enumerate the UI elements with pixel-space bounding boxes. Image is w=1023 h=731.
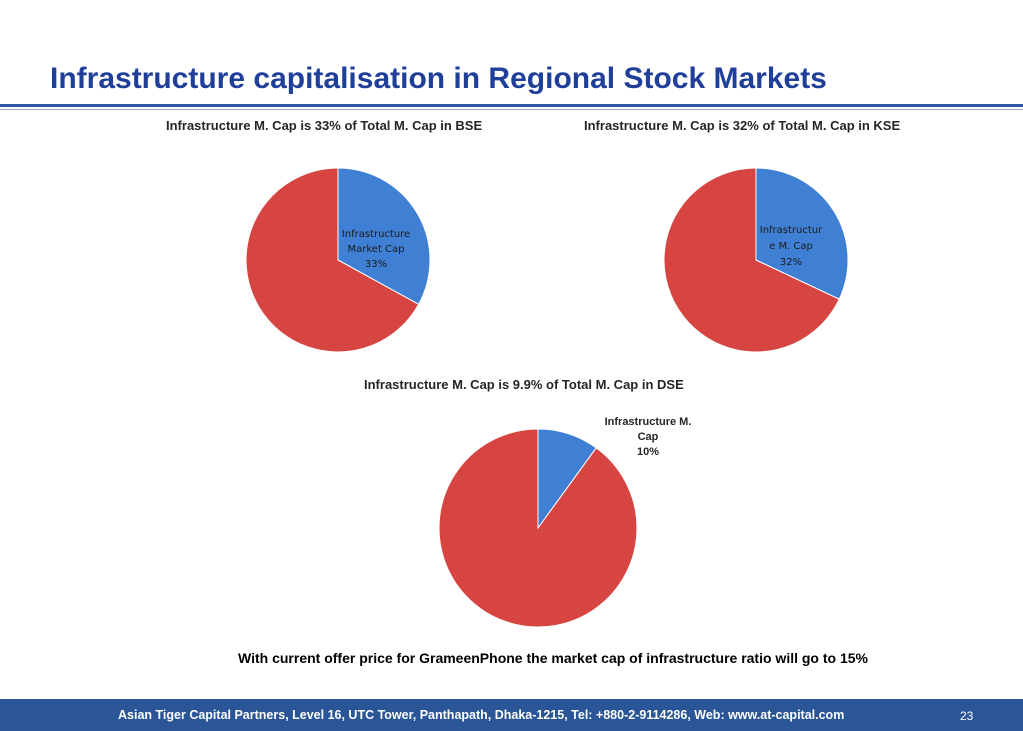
bse-slice-label-line1: Infrastructure: [342, 229, 410, 240]
dse-chart-title: Infrastructure M. Cap is 9.9% of Total M…: [364, 377, 684, 392]
title-divider-thin: [0, 109, 1023, 110]
dse-callout-line1: Infrastructure M.: [604, 416, 692, 428]
slide-title: Infrastructure capitalisation in Regiona…: [50, 62, 827, 95]
kse-pie-slice-infrastructure: [755, 167, 849, 300]
footer-contact-text: Asian Tiger Capital Partners, Level 16, …: [118, 708, 845, 722]
bse-pie-slice-other: [245, 167, 420, 353]
title-divider: [0, 104, 1023, 107]
dse-pie-chart: [438, 428, 638, 628]
kse-pie-slice-other: [663, 167, 840, 353]
dse-callout-line3: 10%: [636, 446, 660, 458]
bse-pie-slice-infrastructure: [337, 167, 431, 306]
kse-slice-label-line2: e M. Cap: [769, 241, 813, 252]
bse-slice-label-line2: Market Cap: [347, 244, 404, 255]
offer-price-note: With current offer price for GrameenPhon…: [238, 650, 868, 666]
dse-pie-slice-other: [438, 428, 638, 628]
bse-pie-chart: Infrastructure Market Cap 33%: [245, 167, 431, 353]
dse-slice-callout: Infrastructure M. Cap 10%: [590, 415, 706, 460]
bse-slice-label-line3: 33%: [365, 259, 387, 270]
bse-chart-title: Infrastructure M. Cap is 33% of Total M.…: [166, 118, 483, 133]
kse-slice-label-line3: 32%: [780, 257, 802, 268]
kse-chart-title: Infrastructure M. Cap is 32% of Total M.…: [584, 118, 901, 133]
kse-slice-label-line1: Infrastructur: [760, 225, 823, 236]
page-number: 23: [960, 709, 974, 723]
dse-callout-line2: Cap: [637, 431, 659, 443]
kse-pie-chart: Infrastructur e M. Cap 32%: [663, 167, 849, 353]
footer-bar: Asian Tiger Capital Partners, Level 16, …: [0, 699, 1023, 731]
